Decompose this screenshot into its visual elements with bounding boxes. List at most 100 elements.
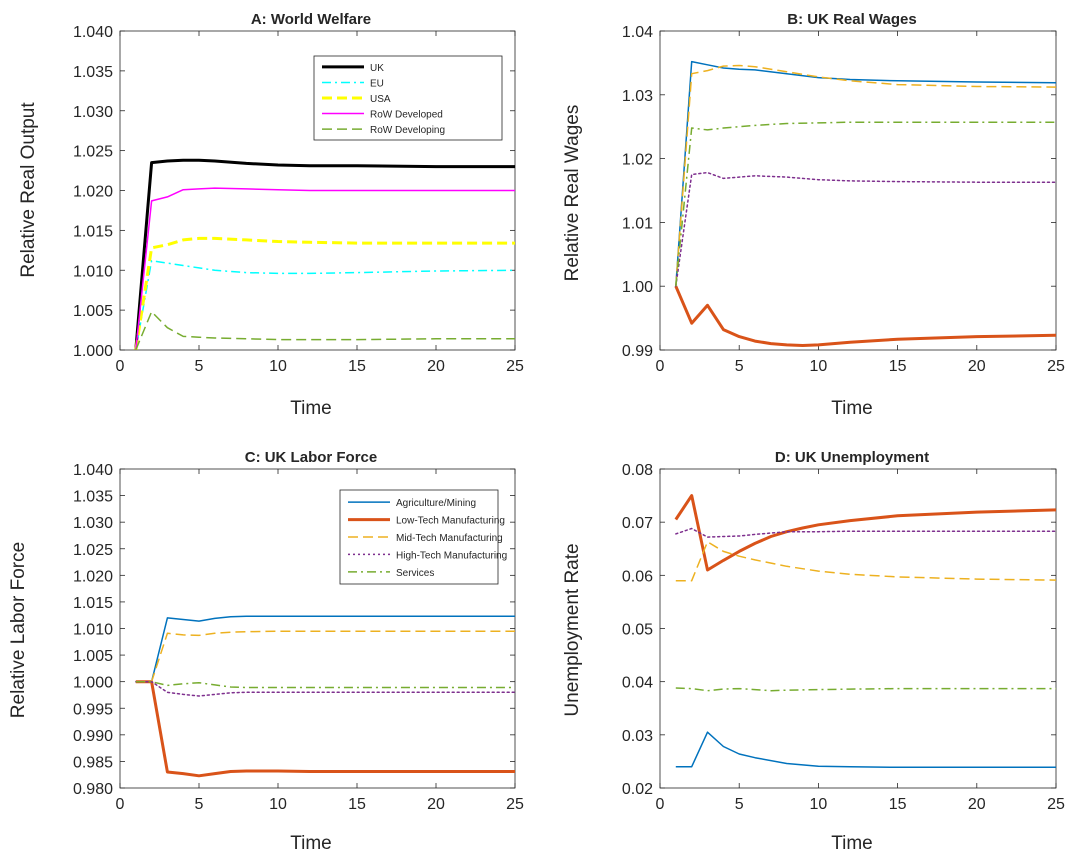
y-axis-label: Unemployment Rate bbox=[562, 543, 583, 716]
series-line-4 bbox=[135, 310, 515, 350]
x-tick-label: 0 bbox=[116, 358, 125, 375]
y-tick-label: 0.990 bbox=[73, 728, 113, 745]
y-tick-label: 0.04 bbox=[622, 675, 653, 692]
series-line-3 bbox=[675, 171, 1056, 287]
x-tick-label: 15 bbox=[889, 796, 907, 813]
series-line-4 bbox=[135, 680, 515, 689]
x-tick-label: 15 bbox=[889, 358, 907, 375]
series-line-3 bbox=[135, 680, 515, 697]
y-tick-label: 1.00 bbox=[622, 279, 653, 296]
legend: UK EU USA RoW Developed RoW Developing bbox=[313, 55, 503, 141]
y-tick-label: 1.03 bbox=[622, 88, 653, 105]
series-line-1 bbox=[674, 285, 1056, 347]
panel-title: D: UK Unemployment bbox=[775, 449, 929, 466]
x-axis-label: Time bbox=[290, 833, 332, 854]
x-tick-label: 5 bbox=[195, 358, 204, 375]
x-tick-label: 15 bbox=[348, 796, 366, 813]
y-tick-label: 1.010 bbox=[73, 622, 113, 639]
y-tick-label: 0.05 bbox=[622, 622, 653, 639]
plot-area bbox=[659, 468, 1057, 789]
x-tick-label: 5 bbox=[735, 796, 744, 813]
y-axis-label: Relative Labor Force bbox=[8, 542, 29, 718]
series-line-3 bbox=[135, 187, 515, 350]
x-tick-label: 5 bbox=[195, 796, 204, 813]
y-tick-label: 1.04 bbox=[622, 24, 653, 41]
series-line-4 bbox=[675, 121, 1056, 287]
legend-label: RoW Developing bbox=[370, 125, 445, 136]
y-tick-label: 1.040 bbox=[73, 24, 113, 41]
x-axis-label: Time bbox=[290, 398, 332, 419]
y-tick-label: 1.030 bbox=[73, 515, 113, 532]
x-tick-label: 20 bbox=[968, 796, 986, 813]
y-tick-label: 1.005 bbox=[73, 303, 113, 320]
x-tick-label: 20 bbox=[427, 796, 445, 813]
x-tick-label: 0 bbox=[656, 796, 665, 813]
series-line-1 bbox=[674, 494, 1056, 572]
series-line-2 bbox=[135, 630, 515, 683]
x-tick-label: 5 bbox=[735, 358, 744, 375]
y-tick-label: 1.01 bbox=[622, 215, 653, 232]
legend-label: UK bbox=[370, 63, 384, 74]
y-tick-label: 0.99 bbox=[622, 343, 653, 360]
y-tick-label: 0.06 bbox=[622, 568, 653, 585]
series-line-2 bbox=[675, 64, 1056, 287]
y-tick-label: 1.020 bbox=[73, 568, 113, 585]
y-axis-label: Relative Real Output bbox=[18, 102, 39, 278]
panel-uk-labor-force: C: UK Labor Force Relative Labor Force T… bbox=[8, 449, 524, 854]
y-tick-label: 1.020 bbox=[73, 184, 113, 201]
x-tick-label: 0 bbox=[656, 358, 665, 375]
y-tick-label: 0.08 bbox=[622, 462, 653, 479]
series-line-0 bbox=[135, 615, 515, 683]
y-tick-label: 1.005 bbox=[73, 648, 113, 665]
legend-label: EU bbox=[370, 78, 384, 89]
series-line-3 bbox=[675, 527, 1056, 538]
x-tick-label: 10 bbox=[810, 796, 828, 813]
x-tick-label: 10 bbox=[810, 358, 828, 375]
y-axis-label: Relative Real Wages bbox=[562, 105, 583, 282]
y-tick-label: 1.000 bbox=[73, 675, 113, 692]
y-tick-label: 0.02 bbox=[622, 781, 653, 798]
series-line-0 bbox=[675, 60, 1056, 287]
y-tick-label: 1.010 bbox=[73, 263, 113, 280]
y-tick-label: 1.015 bbox=[73, 223, 113, 240]
y-tick-label: 1.035 bbox=[73, 64, 113, 81]
legend-label: Mid-Tech Manufacturing bbox=[396, 533, 503, 544]
y-tick-label: 0.980 bbox=[73, 781, 113, 798]
panel-uk-unemployment: D: UK Unemployment Unemployment Rate Tim… bbox=[562, 449, 1065, 854]
panel-world-welfare: A: World Welfare Relative Real Output Ti… bbox=[18, 11, 524, 419]
x-tick-label: 10 bbox=[269, 796, 287, 813]
x-tick-label: 0 bbox=[116, 796, 125, 813]
legend-label: Services bbox=[396, 568, 434, 579]
x-tick-label: 20 bbox=[968, 358, 986, 375]
x-tick-label: 10 bbox=[269, 358, 287, 375]
legend-label: USA bbox=[370, 94, 391, 105]
panel-uk-real-wages: B: UK Real Wages Relative Real Wages Tim… bbox=[562, 11, 1065, 419]
y-tick-label: 1.040 bbox=[73, 462, 113, 479]
y-tick-label: 1.025 bbox=[73, 542, 113, 559]
series-line-0 bbox=[134, 158, 515, 350]
y-tick-label: 1.02 bbox=[622, 152, 653, 169]
x-tick-label: 25 bbox=[506, 796, 524, 813]
y-tick-label: 1.035 bbox=[73, 489, 113, 506]
legend-label: RoW Developed bbox=[370, 110, 443, 121]
series-line-4 bbox=[675, 687, 1056, 692]
x-tick-label: 25 bbox=[1047, 358, 1065, 375]
panel-title: A: World Welfare bbox=[251, 11, 371, 28]
y-tick-label: 0.07 bbox=[622, 515, 653, 532]
y-tick-label: 0.985 bbox=[73, 754, 113, 771]
y-tick-label: 0.03 bbox=[622, 728, 653, 745]
y-tick-label: 1.015 bbox=[73, 595, 113, 612]
y-tick-label: 1.000 bbox=[73, 343, 113, 360]
x-tick-label: 20 bbox=[427, 358, 445, 375]
panel-title: C: UK Labor Force bbox=[245, 449, 378, 466]
legend-label: Agriculture/Mining bbox=[396, 498, 476, 509]
legend-label: High-Tech Manufacturing bbox=[396, 550, 507, 561]
series-line-2 bbox=[675, 541, 1056, 582]
x-tick-label: 25 bbox=[1047, 796, 1065, 813]
series-line-1 bbox=[135, 680, 515, 778]
plot-area bbox=[659, 30, 1057, 351]
series-line-2 bbox=[134, 236, 515, 350]
legend-label: Low-Tech Manufacturing bbox=[396, 516, 505, 527]
